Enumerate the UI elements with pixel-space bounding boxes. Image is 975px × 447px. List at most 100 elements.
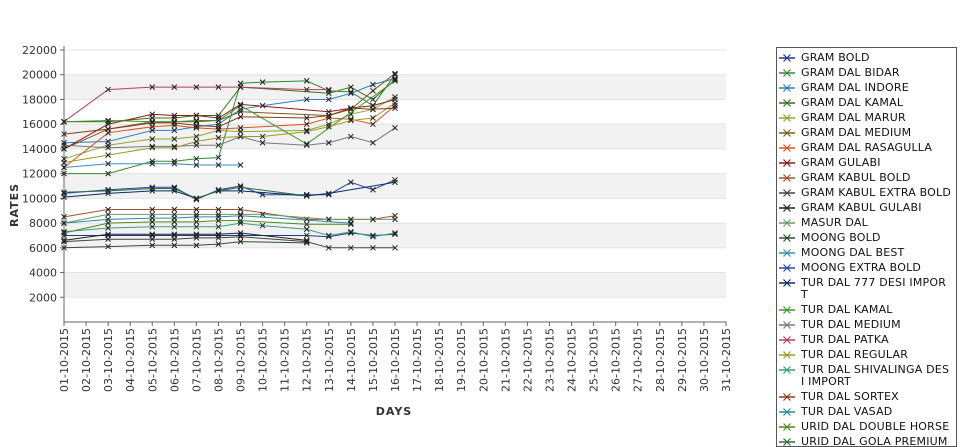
legend-marker [779,366,795,374]
data-point-marker [348,228,354,235]
x-tick-label: 10-10-2015 [257,328,270,392]
legend-marker [779,336,795,344]
data-point-marker [149,158,156,165]
grid-band [64,247,726,273]
x-tick-label: 02-10-2015 [80,328,93,392]
data-point-marker [171,120,178,126]
data-point-marker [303,232,310,239]
data-point-marker [215,117,222,124]
data-point-marker [303,221,310,228]
legend-marker [779,189,795,197]
y-tick-label: 12000 [22,168,57,181]
data-point-marker [105,117,111,124]
data-point-marker [215,231,222,238]
legend: GRAM BOLD GRAM DAL BIDAR GRAM DAL INDORE GR… [776,47,957,447]
y-tick-label: 2000 [29,291,57,304]
data-point-marker [193,214,200,220]
data-point-marker [171,206,178,213]
data-point-marker [149,188,156,194]
data-point-marker [105,188,111,194]
data-point-marker [171,144,178,151]
legend-marker [779,69,795,77]
data-point-marker [303,96,310,103]
legend-label: TUR DAL SORTEX [801,390,899,403]
data-point-marker [105,160,111,167]
legend-label: GRAM KABUL GULABI [801,201,922,214]
data-point-marker [193,242,200,249]
x-tick-label: 31-10-2015 [720,328,733,392]
data-point-marker [215,188,222,194]
legend-item: GRAM KABUL EXTRA BOLD [777,187,956,199]
x-tick-label: 14-10-2015 [345,328,358,392]
data-point-marker [61,159,67,166]
data-point-marker [392,176,398,183]
data-point-marker [193,195,200,202]
legend-item: MOONG DAL BEST [777,247,956,259]
data-point-marker [303,191,310,198]
data-point-marker [105,231,111,238]
legend-marker [779,144,795,152]
grid-band [64,50,726,75]
line-chart: 2000 4000 6000 8000 10000 12000 14000 16000 1800… [8,44,733,418]
data-point-marker [370,81,376,88]
x-tick-label: 11-10-2015 [279,328,292,392]
data-point-marker [215,134,222,141]
x-tick-label: 17-10-2015 [411,328,424,392]
data-point-marker [237,230,244,236]
y-tick-label: 6000 [29,242,57,255]
data-point-marker [193,162,200,168]
data-point-marker [348,179,354,186]
legend-label: TUR DAL 777 DESI IMPORT [801,276,947,301]
data-point-marker [370,216,376,223]
data-point-marker [61,228,67,235]
legend-label: URID DAL DOUBLE HORSE [801,420,950,433]
series-line [63,232,307,241]
legend-label: TUR DAL VASAD [801,405,893,418]
legend-label: GRAM DAL RASAGULLA [801,141,933,154]
data-point-marker [303,240,310,246]
y-tick-label: 4000 [29,267,57,280]
data-point-marker [61,170,67,177]
series [61,160,244,171]
data-point-marker [215,84,222,90]
data-point-marker [149,120,156,126]
data-point-marker [61,194,67,200]
y-tick-label: 22000 [22,44,57,57]
legend-label: TUR DAL PATKA [801,333,889,346]
data-point-marker [171,127,178,134]
legend-marker [779,219,795,227]
legend-item: MOONG BOLD [777,232,956,244]
data-point-marker [392,94,398,100]
data-point-marker [237,133,244,140]
data-point-marker [193,206,200,213]
legend-item: TUR DAL SORTEX [777,391,956,403]
legend-label: GRAM KABUL BOLD [801,171,911,184]
legend-label: MOONG EXTRA BOLD [801,261,922,274]
series-layer [61,70,398,251]
data-point-marker [193,219,200,225]
legend-label: GRAM BOLD [801,51,870,64]
x-tick-label: 18-10-2015 [433,328,446,392]
series-line [64,232,396,238]
x-tick-label: 06-10-2015 [168,328,181,392]
legend-item: GRAM DAL MARUR [777,112,956,124]
data-point-marker [105,243,111,250]
data-point-marker [61,142,67,149]
data-point-marker [215,223,222,230]
data-point-marker [105,142,111,149]
legend-label: MASUR DAL [801,216,868,229]
x-tick-label: 29-10-2015 [676,328,689,392]
x-tick-label: 15-10-2015 [367,328,380,392]
x-tick-label: 04-10-2015 [124,328,137,392]
series [61,71,398,177]
legend-item: GRAM DAL KAMAL [777,97,956,109]
data-point-marker [237,162,244,168]
data-point-marker [348,84,354,90]
x-tick-label: 28-10-2015 [654,328,667,392]
series-line [63,236,395,249]
data-point-marker [171,185,178,192]
data-point-marker [370,244,376,251]
data-point-marker [171,231,178,238]
legend-item: GRAM KABUL BOLD [777,172,956,184]
x-tick-label: 21-10-2015 [499,328,512,392]
